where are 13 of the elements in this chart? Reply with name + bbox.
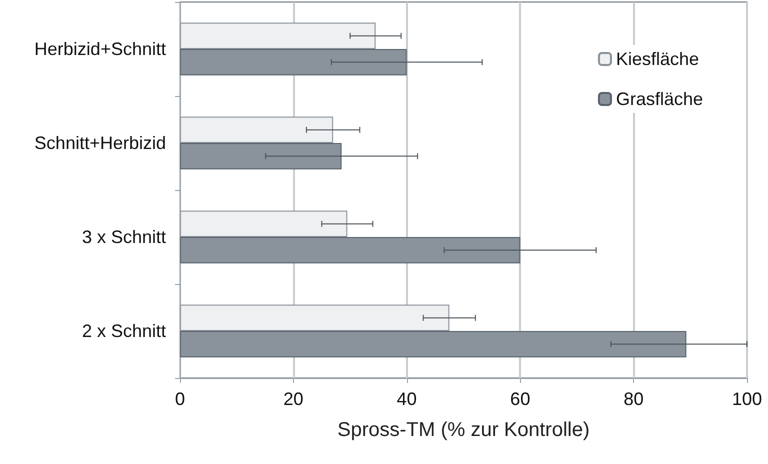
legend-label: Kiesfläche <box>616 49 700 69</box>
x-tick-label: 20 <box>283 389 304 409</box>
y-tick-label: 2 x Schnitt <box>82 321 166 341</box>
x-tick-label: 80 <box>624 389 644 409</box>
x-tick-label: 60 <box>510 389 530 409</box>
x-tick-label: 40 <box>396 389 417 409</box>
y-tick-label: Schnitt+Herbizid <box>34 133 166 153</box>
y-tick-label: 3 x Schnitt <box>82 227 166 247</box>
legend-label: Grasfläche <box>616 89 704 109</box>
x-axis-title: Spross-TM (% zur Kontrolle) <box>337 419 590 441</box>
x-tick-label: 100 <box>732 389 762 409</box>
y-tick-label: Herbizid+Schnitt <box>34 39 166 59</box>
x-tick-label: 0 <box>174 389 186 409</box>
